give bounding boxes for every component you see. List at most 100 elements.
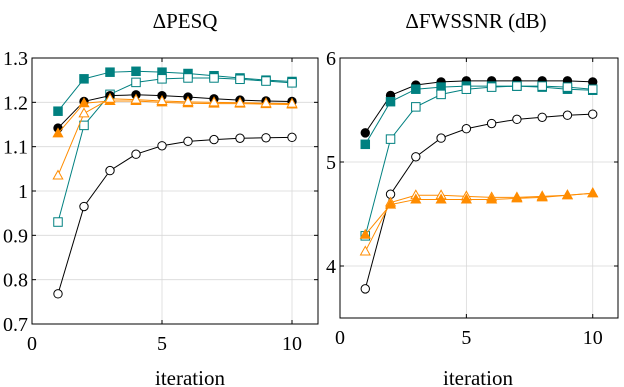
data-point [411,102,421,112]
data-point [360,284,370,294]
y-tick-label: 4 [326,256,336,278]
y-tick-label: 5 [326,152,336,174]
data-point [52,169,64,180]
data-point [79,201,89,212]
series-line [57,77,293,223]
data-point [104,92,116,103]
series-5 [359,187,599,239]
data-point [587,84,598,94]
data-point [79,120,89,131]
chart-pesq: ΔPESQ 0.7 0.8 0.9 1 1.1 1.2 1.3 0 5 10 iteration [3,9,319,387]
series-line [364,192,593,236]
x-tick-label: 0 [27,333,37,355]
data-point [209,134,219,145]
series-line [364,192,593,252]
data-point [157,141,167,151]
series-4 [52,92,298,180]
data-point [156,94,168,106]
data-point [561,189,574,200]
data-point [435,193,447,204]
data-point [562,110,573,120]
data-point [105,165,115,176]
data-point [486,193,498,204]
data-point [461,84,472,94]
data-point [287,132,297,143]
data-point [287,78,297,88]
series-0 [53,66,297,116]
data-point [79,74,89,84]
data-point [235,133,245,143]
data-point [587,187,599,198]
series-3 [360,109,598,294]
data-point [359,228,371,239]
data-point [183,73,193,83]
data-point [537,112,547,122]
series-line [57,98,293,176]
series-line [364,113,593,290]
data-point [512,81,522,91]
data-point [486,82,497,92]
data-point [234,96,246,107]
series-4 [359,187,599,256]
chart-fwssnr: ΔFWSSNR (dB) 4 5 6 0 5 10 iteration [326,9,619,387]
data-point [261,133,271,143]
data-point [130,93,142,104]
data-point [536,191,548,202]
data-point [385,134,396,144]
data-point [183,136,193,147]
data-point [182,95,194,106]
series-line [364,80,593,134]
data-point [384,198,397,209]
y-tick-label: 1.1 [3,137,28,159]
y-tick-label: 0.9 [3,225,28,247]
series-line [57,100,293,134]
plot-frame [31,57,319,325]
x-tick-label: 0 [335,327,345,349]
series-2 [360,81,598,241]
data-point [157,74,167,84]
data-point [131,77,141,88]
data-point [53,289,63,299]
data-point [78,107,90,118]
data-point [436,133,446,143]
x-axis-label: iteration [443,366,513,387]
y-tick-label: 0.7 [3,314,28,336]
series-line [57,136,293,294]
data-point [105,67,115,77]
data-point [588,109,598,119]
data-point [360,139,371,150]
series-line [57,70,293,112]
chart-title: ΔFWSSNR (dB) [405,9,546,33]
series-5 [53,132,297,299]
data-point [411,84,421,94]
series-line [364,85,593,145]
data-point [360,128,370,138]
data-point [562,82,573,92]
x-tick-label: 10 [282,333,302,355]
x-tick-label: 5 [157,333,167,355]
series-line [57,94,293,129]
data-point [286,97,298,108]
data-point [486,118,497,129]
series-2 [53,90,297,133]
chart-title: ΔPESQ [153,9,218,33]
data-point [260,97,272,108]
y-tick-label: 1 [18,181,28,203]
data-point [410,193,422,204]
data-point [385,96,396,107]
series-line [364,85,593,236]
x-tick-label: 5 [461,327,471,349]
data-point [436,89,446,100]
data-point [208,96,220,107]
data-point [235,74,245,85]
data-point [460,193,472,204]
data-point [359,245,371,256]
data-point [53,217,63,227]
data-point [78,97,90,108]
x-axis-label: iteration [155,366,225,387]
data-point [53,106,63,116]
y-tick-label: 0.8 [3,270,28,292]
data-point [52,127,64,138]
